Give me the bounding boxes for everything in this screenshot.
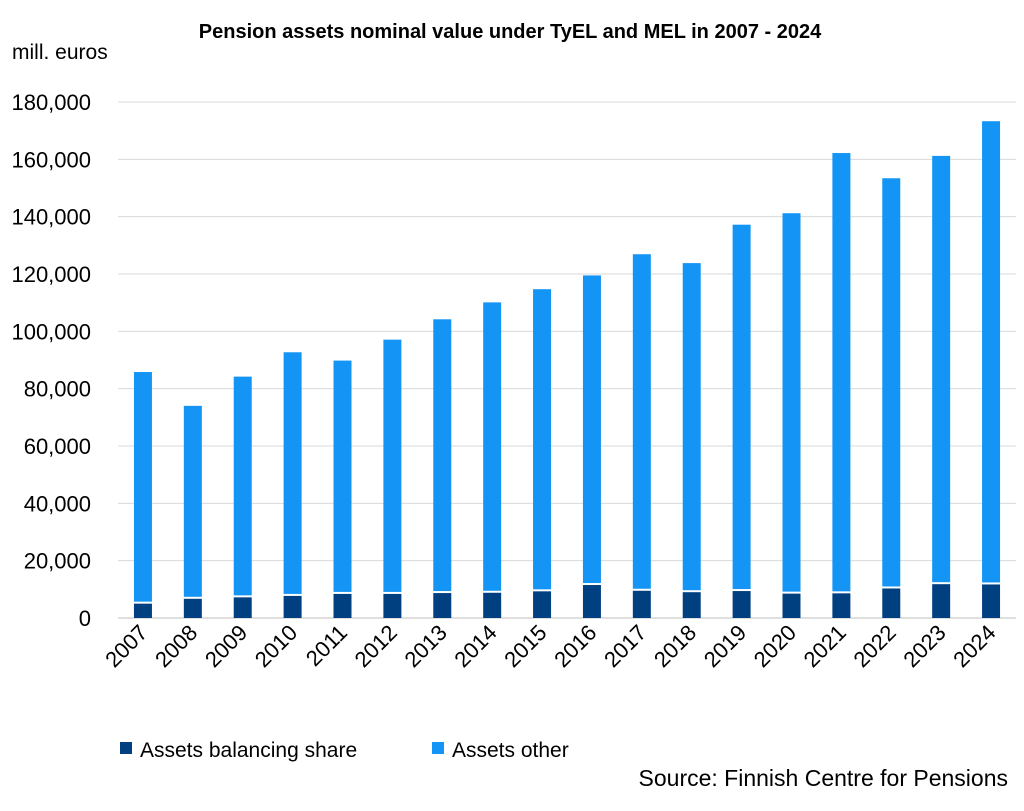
bar-balancing-share	[982, 584, 1001, 618]
x-tick-label: 2011	[301, 620, 352, 671]
x-tick-label: 2023	[898, 620, 950, 672]
y-tick-label: 140,000	[11, 205, 91, 230]
legend-swatch	[432, 742, 444, 754]
bar-balancing-share	[183, 598, 202, 618]
bar-balancing-share	[333, 593, 352, 618]
x-tick-label: 2014	[449, 620, 501, 672]
x-tick-label: 2020	[749, 620, 801, 672]
y-tick-label: 0	[79, 606, 91, 631]
y-tick-label: 80,000	[24, 377, 91, 402]
bar-assets-other	[782, 213, 801, 592]
y-tick-label: 100,000	[11, 319, 91, 344]
bar-balancing-share	[383, 593, 402, 618]
bar-assets-other	[533, 289, 552, 590]
y-axis-unit-label: mill. euros	[12, 41, 108, 64]
bar-assets-other	[433, 319, 452, 592]
bar-assets-other	[383, 339, 402, 592]
bar-balancing-share	[832, 593, 851, 618]
x-tick-label: 2012	[350, 620, 402, 672]
legend-swatch	[120, 742, 132, 754]
bar-balancing-share	[233, 597, 252, 618]
bar-balancing-share	[433, 593, 452, 618]
bar-balancing-share	[483, 592, 502, 618]
x-tick-label: 2008	[150, 620, 202, 672]
y-tick-label: 40,000	[24, 491, 91, 516]
x-tick-label: 2015	[499, 620, 551, 672]
bar-assets-other	[483, 302, 502, 591]
y-tick-label: 60,000	[24, 434, 91, 459]
bar-assets-other	[932, 155, 951, 583]
bar-balancing-share	[283, 595, 302, 618]
bar-assets-other	[682, 263, 701, 591]
bar-assets-other	[832, 153, 851, 592]
x-tick-label: 2017	[599, 620, 651, 672]
x-tick-label: 2021	[799, 620, 851, 672]
bar-balancing-share	[133, 603, 152, 618]
x-tick-label: 2009	[200, 620, 252, 672]
x-axis-tick-labels: 2007200820092010201120122013201420152016…	[100, 620, 1000, 672]
bar-assets-other	[133, 372, 152, 602]
x-tick-label: 2022	[849, 620, 901, 672]
bars	[133, 121, 1001, 618]
legend-label: Assets balancing share	[140, 739, 357, 762]
bar-assets-other	[233, 376, 252, 596]
bar-assets-other	[732, 224, 751, 590]
bar-assets-other	[183, 405, 202, 597]
x-tick-label: 2019	[699, 620, 751, 672]
bar-assets-other	[882, 178, 901, 587]
y-axis-tick-labels: 0 20,000 40,000 60,000 80,000 100,000 120,000 1…	[11, 90, 91, 631]
x-tick-label: 2007	[100, 620, 152, 672]
bar-assets-other	[283, 352, 302, 594]
x-tick-label: 2016	[549, 620, 601, 672]
x-tick-label: 2013	[400, 620, 452, 672]
legend-label: Assets other	[452, 739, 569, 762]
bar-assets-other	[632, 254, 651, 589]
bar-balancing-share	[932, 584, 951, 618]
bar-balancing-share	[882, 588, 901, 618]
bar-balancing-share	[632, 590, 651, 618]
bar-balancing-share	[582, 585, 601, 618]
source-note: Source: Finnish Centre for Pensions	[639, 765, 1008, 791]
x-tick-label: 2024	[948, 620, 1000, 672]
y-tick-label: 180,000	[11, 90, 91, 115]
y-tick-label: 120,000	[11, 262, 91, 287]
bar-balancing-share	[682, 592, 701, 618]
bar-assets-other	[333, 360, 352, 592]
gridlines	[118, 101, 1016, 619]
legend: Assets balancing share Assets other	[120, 739, 569, 762]
bar-assets-other	[582, 275, 601, 584]
y-tick-label: 20,000	[24, 549, 91, 574]
x-tick-label: 2018	[649, 620, 701, 672]
bar-balancing-share	[782, 593, 801, 618]
bar-balancing-share	[732, 591, 751, 618]
bar-assets-other	[982, 121, 1001, 583]
bar-balancing-share	[533, 591, 552, 618]
chart-title: Pension assets nominal value under TyEL …	[199, 21, 822, 43]
x-tick-label: 2010	[250, 620, 302, 672]
y-tick-label: 160,000	[11, 147, 91, 172]
